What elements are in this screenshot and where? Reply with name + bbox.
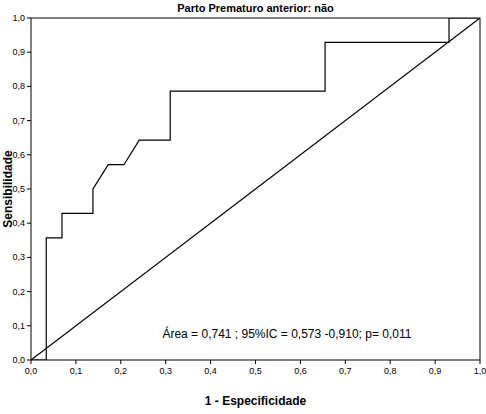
chart-container: Parto Prematuro anterior: não 0,0 0,1 0,2 0,… — [0, 0, 486, 414]
y-axis-label: Sensibilidade — [1, 150, 15, 228]
x-tick — [120, 360, 121, 364]
y-tick — [27, 52, 31, 53]
y-tick — [27, 360, 31, 361]
x-axis-label: 1 - Especificidade — [205, 394, 307, 408]
x-tick-label: 0,2 — [115, 366, 128, 376]
x-tick-label: 0,5 — [249, 366, 262, 376]
x-tick-label: 0,0 — [25, 366, 38, 376]
y-tick-label: 0,7 — [12, 116, 25, 126]
y-tick — [27, 257, 31, 258]
y-tick — [27, 86, 31, 87]
y-tick — [27, 291, 31, 292]
x-tick — [435, 360, 436, 364]
x-tick-label: 0,6 — [294, 366, 307, 376]
x-tick — [210, 360, 211, 364]
y-tick-label: 0,1 — [12, 321, 25, 331]
reference-line — [31, 18, 480, 360]
x-tick-label: 1,0 — [474, 366, 486, 376]
annotation: Área = 0,741 ; 95%IC = 0,573 -0,910; p= … — [162, 326, 411, 341]
plot-frame — [31, 18, 480, 360]
y-tick-label: 1,0 — [12, 13, 25, 23]
x-tick — [390, 360, 391, 364]
x-tick-label: 0,9 — [429, 366, 442, 376]
y-tick — [27, 325, 31, 326]
x-tick-label: 0,1 — [70, 366, 83, 376]
y-tick — [27, 223, 31, 224]
y-tick — [27, 120, 31, 121]
y-tick — [27, 18, 31, 19]
roc-curve — [31, 18, 480, 360]
x-tick-label: 0,7 — [339, 366, 352, 376]
y-tick-label: 0,0 — [12, 355, 25, 365]
y-tick-label: 0,2 — [12, 287, 25, 297]
x-tick — [345, 360, 346, 364]
x-tick-label: 0,4 — [204, 366, 217, 376]
x-tick — [75, 360, 76, 364]
x-tick — [480, 360, 481, 364]
plot-area — [31, 18, 480, 360]
y-tick — [27, 154, 31, 155]
y-tick — [27, 189, 31, 190]
x-tick — [31, 360, 32, 364]
x-tick — [165, 360, 166, 364]
x-tick — [300, 360, 301, 364]
x-tick — [255, 360, 256, 364]
title: Parto Prematuro anterior: não — [177, 2, 334, 14]
x-tick-label: 0,3 — [159, 366, 172, 376]
y-tick-label: 0,3 — [12, 252, 25, 262]
y-tick-label: 0,9 — [12, 47, 25, 57]
x-tick-label: 0,8 — [384, 366, 397, 376]
background — [0, 0, 486, 414]
chart: Parto Prematuro anterior: não 0,0 0,1 0,2 0,… — [0, 0, 486, 414]
y-tick-label: 0,8 — [12, 81, 25, 91]
